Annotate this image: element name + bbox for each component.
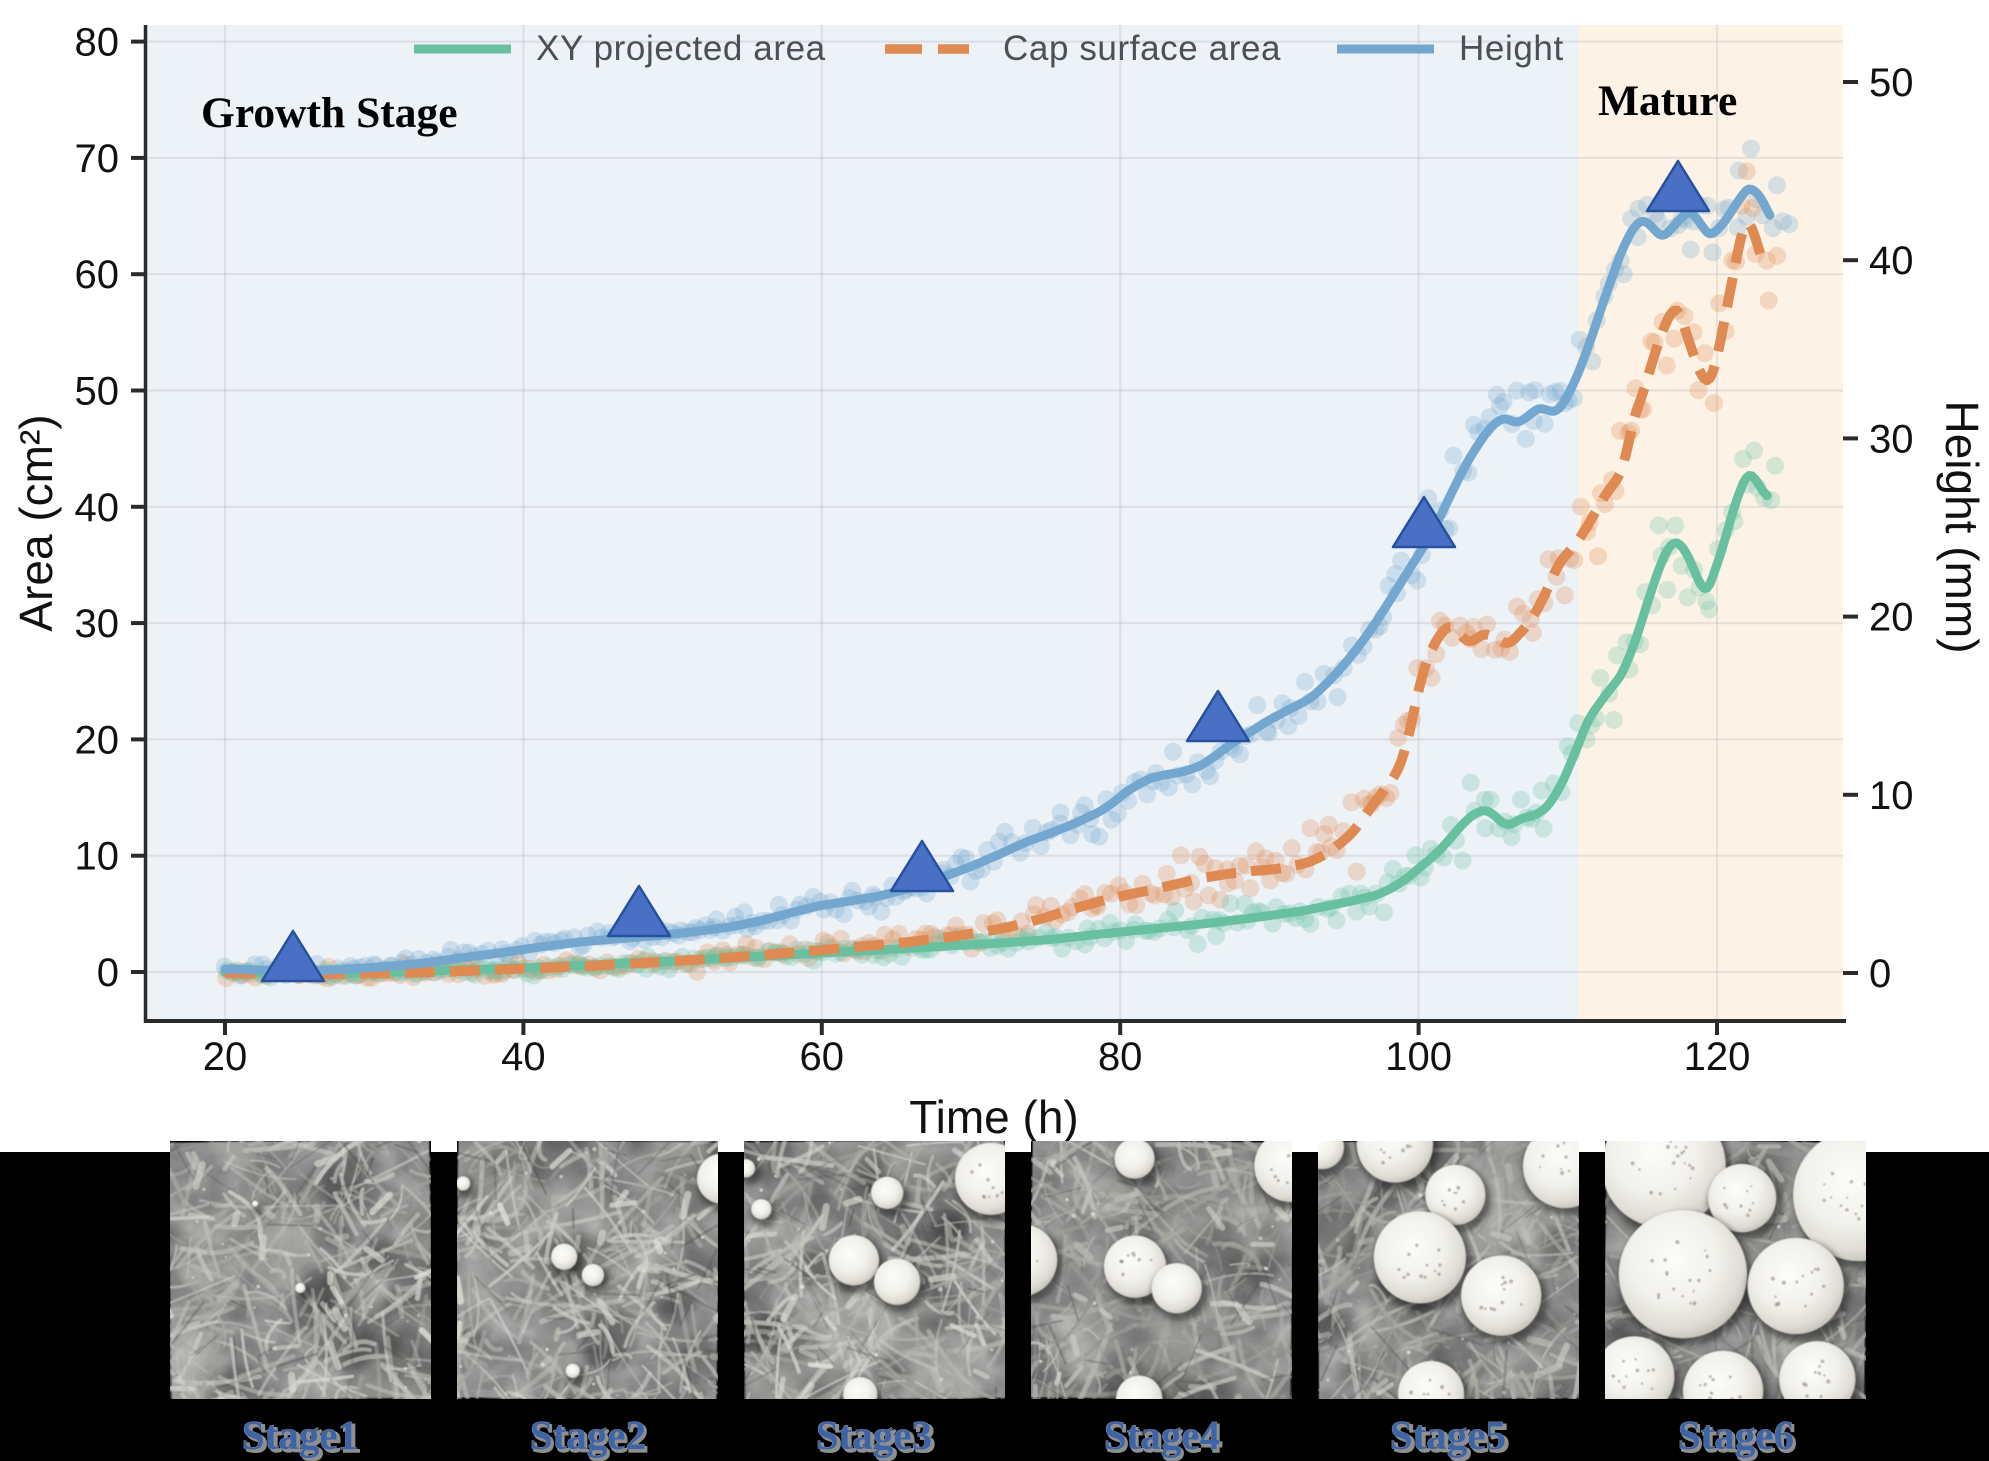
svg-text:20: 20 <box>75 718 120 762</box>
svg-text:Stage2: Stage2 <box>532 1415 648 1461</box>
svg-text:Growth Stage: Growth Stage <box>201 89 458 137</box>
svg-text:10: 10 <box>75 835 120 879</box>
svg-text:Mature: Mature <box>1598 77 1737 125</box>
svg-text:100: 100 <box>1385 1035 1452 1079</box>
svg-text:XY projected area: XY projected area <box>536 29 826 68</box>
svg-text:70: 70 <box>75 137 120 181</box>
svg-text:Time (h): Time (h) <box>909 1091 1079 1143</box>
svg-text:50: 50 <box>75 370 120 414</box>
svg-text:Stage3: Stage3 <box>819 1415 935 1461</box>
svg-text:60: 60 <box>800 1035 845 1079</box>
svg-text:20: 20 <box>203 1035 248 1079</box>
svg-text:10: 10 <box>1869 774 1914 818</box>
svg-text:Height: Height <box>1459 29 1564 68</box>
svg-text:20: 20 <box>1869 596 1914 640</box>
svg-text:Stage2: Stage2 <box>530 1412 646 1458</box>
svg-text:Stage3: Stage3 <box>816 1412 932 1458</box>
svg-text:80: 80 <box>75 21 120 65</box>
svg-text:Stage1: Stage1 <box>245 1415 361 1461</box>
svg-text:Stage1: Stage1 <box>242 1412 358 1458</box>
svg-text:Stage4: Stage4 <box>1106 1415 1222 1461</box>
svg-text:Stage5: Stage5 <box>1393 1415 1509 1461</box>
svg-text:80: 80 <box>1098 1035 1143 1079</box>
svg-text:30: 30 <box>1869 417 1914 461</box>
svg-text:0: 0 <box>1869 952 1891 996</box>
svg-text:40: 40 <box>1869 239 1914 283</box>
svg-text:40: 40 <box>75 486 120 530</box>
svg-text:Stage4: Stage4 <box>1104 1412 1220 1458</box>
svg-text:120: 120 <box>1684 1035 1751 1079</box>
svg-text:Stage5: Stage5 <box>1390 1412 1506 1458</box>
svg-text:Stage6: Stage6 <box>1680 1415 1796 1461</box>
svg-text:50: 50 <box>1869 61 1914 105</box>
svg-text:Cap surface area: Cap surface area <box>1003 29 1281 68</box>
svg-text:60: 60 <box>75 253 120 297</box>
svg-text:0: 0 <box>97 951 119 995</box>
svg-text:30: 30 <box>75 602 120 646</box>
svg-text:Height (mm): Height (mm) <box>1936 400 1988 653</box>
svg-text:40: 40 <box>501 1035 546 1079</box>
svg-text:Area (cm²): Area (cm²) <box>10 414 62 631</box>
svg-text:Stage6: Stage6 <box>1678 1412 1794 1458</box>
